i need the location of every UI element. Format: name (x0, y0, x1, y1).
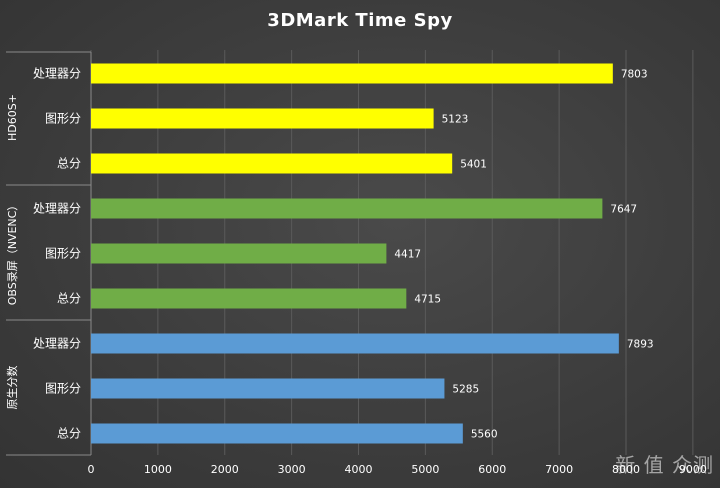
category-label: 总分 (57, 292, 81, 306)
watermark-logo: 新 值 众测 (615, 453, 714, 477)
category-label: 图形分 (45, 247, 81, 261)
bar (91, 63, 613, 84)
data-label: 7893 (627, 339, 654, 351)
x-tick-label: 4000 (345, 463, 373, 476)
bar (91, 333, 619, 354)
data-label: 5401 (460, 159, 487, 171)
group-label: 原生分数 (5, 366, 19, 410)
data-label: 7647 (610, 204, 637, 216)
bar (91, 108, 434, 129)
x-tick-label: 3000 (278, 463, 306, 476)
category-label: 总分 (57, 427, 81, 441)
x-tick-label: 2000 (211, 463, 239, 476)
category-label: 图形分 (45, 112, 81, 126)
data-label: 7803 (621, 69, 648, 81)
data-label: 5123 (442, 114, 469, 126)
bar (91, 153, 453, 174)
data-label: 5285 (452, 384, 479, 396)
x-tick-label: 6000 (478, 463, 506, 476)
group-label: HD60S+ (6, 94, 19, 141)
bar (91, 288, 407, 309)
bar (91, 243, 387, 264)
bar (91, 423, 463, 444)
chart-title: 3DMark Time Spy (267, 10, 453, 31)
data-label: 4417 (394, 249, 421, 261)
x-tick-label: 5000 (411, 463, 439, 476)
x-tick-label: 9000 (679, 463, 707, 476)
category-label: 处理器分 (33, 67, 81, 81)
category-label: 总分 (57, 157, 81, 171)
bar (91, 378, 445, 399)
category-label: 处理器分 (33, 202, 81, 216)
x-tick-label: 0 (88, 463, 95, 476)
data-label: 4715 (414, 294, 441, 306)
group-label: OBS录屏（NVENC） (6, 200, 19, 306)
x-tick-label: 8000 (612, 463, 640, 476)
category-label: 处理器分 (33, 337, 81, 351)
category-label: 图形分 (45, 382, 81, 396)
x-tick-label: 1000 (144, 463, 172, 476)
x-tick-label: 7000 (545, 463, 573, 476)
data-label: 5560 (471, 429, 498, 441)
bar (91, 198, 603, 219)
